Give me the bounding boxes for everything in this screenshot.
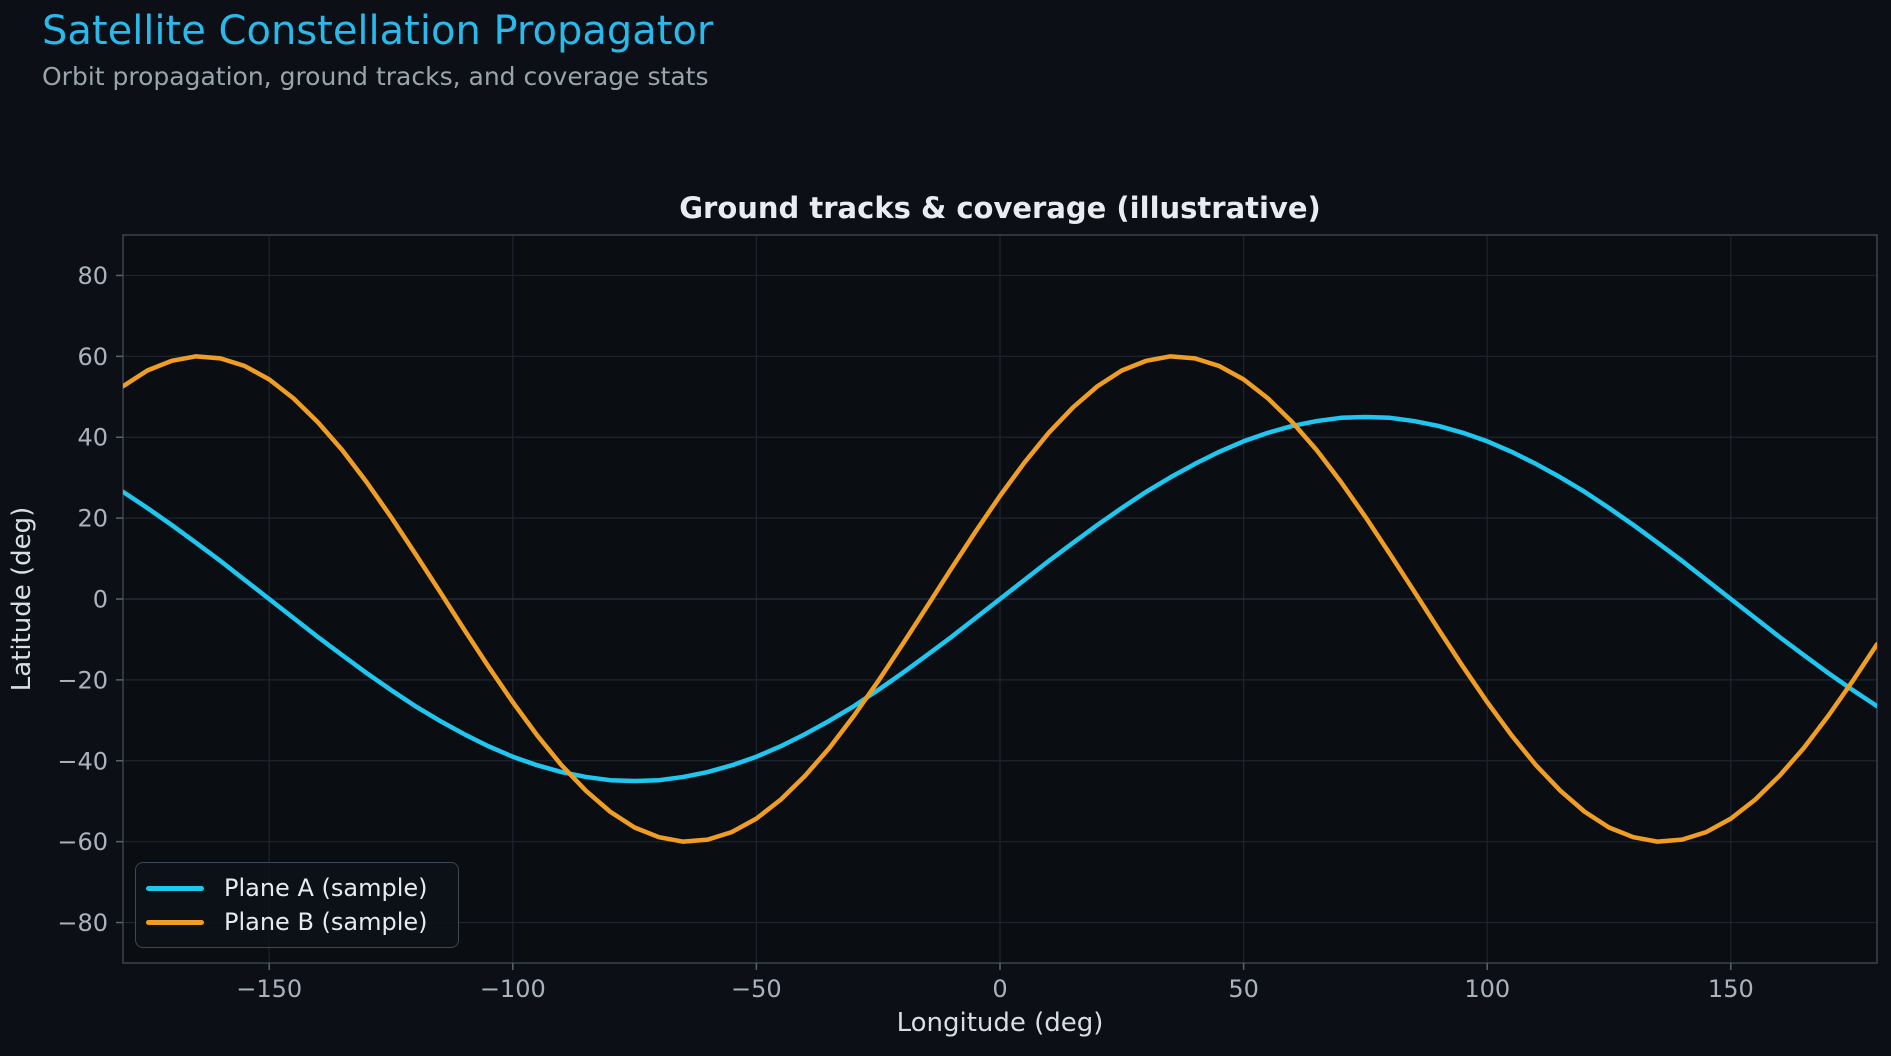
x-tick-label: 50 — [1228, 975, 1259, 1003]
page-title: Satellite Constellation Propagator — [42, 8, 714, 54]
y-tick-label: 80 — [77, 262, 108, 290]
x-tick-label: 100 — [1464, 975, 1510, 1003]
legend-item-plane-a: Plane A (sample) — [146, 874, 458, 902]
x-tick-label: −100 — [480, 975, 546, 1003]
plane-b-line-swatch — [146, 919, 204, 925]
y-tick-label: 0 — [93, 586, 108, 614]
legend-item-plane-b: Plane B (sample) — [146, 908, 458, 936]
x-tick-label: 150 — [1708, 975, 1754, 1003]
y-tick-label: −40 — [57, 747, 108, 775]
chart-title: Ground tracks & coverage (illustrative) — [679, 191, 1321, 225]
y-tick-label: −20 — [57, 666, 108, 694]
y-tick-label: −60 — [57, 828, 108, 856]
legend: Plane A (sample) Plane B (sample) — [135, 862, 459, 948]
legend-label-plane-a: Plane A (sample) — [224, 874, 428, 902]
plane-a-line-swatch — [146, 885, 204, 891]
series-line-plane-a — [123, 414, 1877, 784]
legend-label-plane-b: Plane B (sample) — [224, 908, 428, 936]
y-axis-label: Latitude (deg) — [7, 506, 37, 692]
x-tick-label: −50 — [731, 975, 782, 1003]
x-tick-label: −150 — [236, 975, 302, 1003]
x-axis-label: Longitude (deg) — [896, 1008, 1104, 1038]
y-tick-label: −80 — [57, 909, 108, 937]
y-tick-label: 20 — [77, 505, 108, 533]
y-tick-label: 60 — [77, 343, 108, 371]
x-tick-label: 0 — [992, 975, 1007, 1003]
y-tick-label: 40 — [77, 424, 108, 452]
page-subtitle: Orbit propagation, ground tracks, and co… — [42, 62, 709, 91]
series-line-plane-b — [123, 354, 1877, 844]
